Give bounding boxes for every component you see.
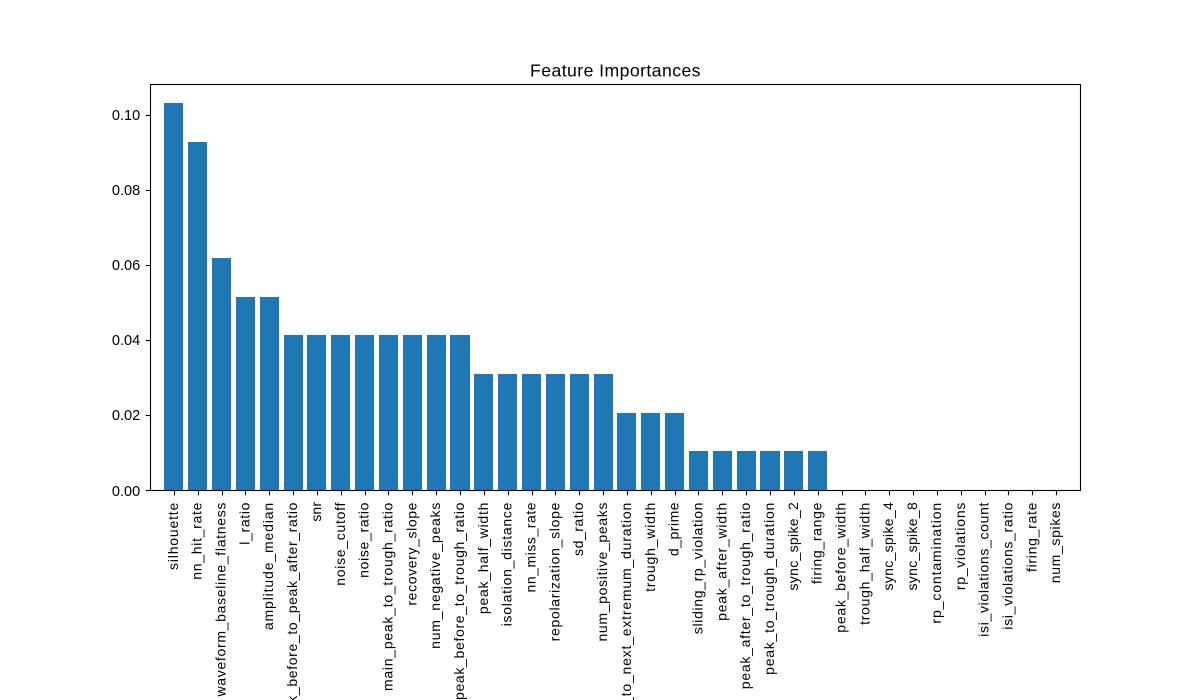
svg-text:noise_ratio: noise_ratio xyxy=(356,502,372,578)
svg-text:num_positive_peaks: num_positive_peaks xyxy=(594,502,610,642)
svg-text:firing_rate: firing_rate xyxy=(1023,502,1039,572)
svg-text:isolation_distance: isolation_distance xyxy=(499,502,515,626)
svg-text:l_ratio: l_ratio xyxy=(236,502,252,545)
svg-text:silhouette: silhouette xyxy=(165,502,181,570)
svg-text:isi_violations_count: isi_violations_count xyxy=(976,502,992,637)
svg-text:num_spikes: num_spikes xyxy=(1047,502,1063,583)
svg-text:rp_violations: rp_violations xyxy=(952,502,968,590)
svg-text:nn_hit_rate: nn_hit_rate xyxy=(189,502,205,580)
svg-text:trough_half_width: trough_half_width xyxy=(856,502,872,625)
svg-text:0.04: 0.04 xyxy=(112,333,140,349)
svg-text:repolarization_slope: repolarization_slope xyxy=(546,502,562,642)
svg-text:trough_width: trough_width xyxy=(642,502,658,592)
svg-text:d_prime: d_prime xyxy=(666,502,682,556)
svg-text:sd_ratio: sd_ratio xyxy=(570,502,586,556)
svg-text:0.00: 0.00 xyxy=(112,484,140,500)
svg-text:firing_range: firing_range xyxy=(809,502,825,584)
svg-text:0.10: 0.10 xyxy=(112,108,140,124)
svg-text:peak_before_width: peak_before_width xyxy=(833,502,849,633)
svg-text:peak_before_to_peak_after_rati: peak_before_to_peak_after_ratio xyxy=(284,502,300,700)
svg-text:nn_miss_rate: nn_miss_rate xyxy=(523,502,539,593)
svg-text:peak_before_to_trough_ratio: peak_before_to_trough_ratio xyxy=(451,502,467,700)
svg-text:amplitude_median: amplitude_median xyxy=(260,502,276,630)
svg-text:sync_spike_4: sync_spike_4 xyxy=(880,502,896,591)
svg-text:peak_half_width: peak_half_width xyxy=(475,502,491,614)
svg-text:num_negative_peaks: num_negative_peaks xyxy=(427,502,443,649)
svg-text:main_peak_to_trough_ratio: main_peak_to_trough_ratio xyxy=(379,502,395,691)
svg-text:waveform_baseline_flatness: waveform_baseline_flatness xyxy=(213,502,229,698)
svg-text:peak_to_trough_duration: peak_to_trough_duration xyxy=(761,502,777,675)
svg-text:recovery_slope: recovery_slope xyxy=(403,502,419,606)
svg-text:isi_violations_ratio: isi_violations_ratio xyxy=(999,502,1015,630)
svg-text:noise_cutoff: noise_cutoff xyxy=(332,502,348,586)
svg-text:sync_spike_8: sync_spike_8 xyxy=(904,502,920,591)
svg-text:sync_spike_2: sync_spike_2 xyxy=(785,502,801,591)
svg-text:peak_after_to_trough_ratio: peak_after_to_trough_ratio xyxy=(737,502,753,689)
svg-text:peak_to_next_extremum_duration: peak_to_next_extremum_duration xyxy=(618,502,634,700)
svg-text:0.08: 0.08 xyxy=(112,183,140,199)
svg-text:peak_after_width: peak_after_width xyxy=(713,502,729,621)
svg-text:rp_contamination: rp_contamination xyxy=(928,502,944,624)
svg-text:snr: snr xyxy=(308,502,324,522)
svg-text:sliding_rp_violation: sliding_rp_violation xyxy=(689,502,705,634)
svg-text:0.06: 0.06 xyxy=(112,258,140,274)
svg-text:0.02: 0.02 xyxy=(112,408,140,424)
svg-text:Feature Importances: Feature Importances xyxy=(530,60,701,80)
